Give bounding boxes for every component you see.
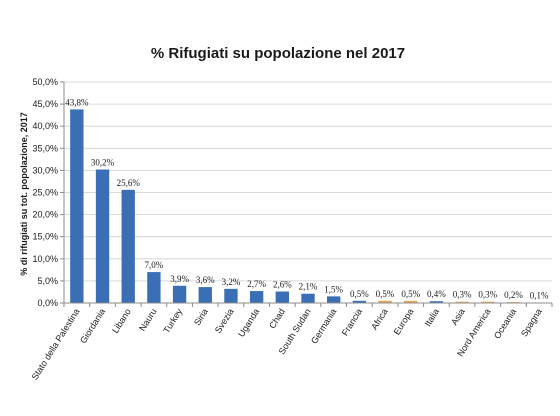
x-tick-label: Chad xyxy=(267,307,287,331)
data-label: 0,4% xyxy=(427,289,446,299)
y-tick-label: 40,0% xyxy=(32,121,58,131)
x-tick-label: Oceania xyxy=(492,307,518,341)
data-label: 0,5% xyxy=(350,289,369,299)
bar xyxy=(70,109,84,304)
axes xyxy=(60,81,553,307)
chart-title: % Rifugiati su popolazione nel 2017 xyxy=(151,45,405,62)
bar xyxy=(172,285,187,303)
x-tick-label: Siria xyxy=(192,307,210,328)
data-label: 7,0% xyxy=(145,260,164,270)
bar xyxy=(404,300,418,303)
data-label: 0,5% xyxy=(376,289,395,299)
data-label: 0,3% xyxy=(453,290,472,300)
y-tick-label: 20,0% xyxy=(32,210,58,220)
gridlines xyxy=(64,81,552,282)
y-tick-label: 25,0% xyxy=(32,188,58,198)
data-label: 3,6% xyxy=(196,275,215,285)
bar xyxy=(249,291,264,303)
bar xyxy=(327,296,341,303)
y-tick-label: 0,0% xyxy=(37,298,58,308)
data-label: 3,9% xyxy=(170,274,189,284)
y-tick-label: 50,0% xyxy=(32,77,58,87)
x-tick-label: Stato della Palestina xyxy=(30,307,82,382)
y-tick-label: 30,0% xyxy=(32,165,58,175)
x-tick-label: Francia xyxy=(340,307,364,338)
bar xyxy=(378,300,392,303)
data-label: 25,6% xyxy=(117,178,141,188)
x-tick-label: Uganda xyxy=(236,307,261,339)
data-label: 3,2% xyxy=(222,277,241,287)
x-tick-label: Nauru xyxy=(137,307,158,333)
bar xyxy=(95,169,110,303)
x-tick-label: Europa xyxy=(392,307,416,337)
data-label: 2,7% xyxy=(247,279,266,289)
y-axis-label: % di rifugiati su tot. popolazione, 2017 xyxy=(19,112,29,276)
data-label: 0,1% xyxy=(530,291,549,301)
data-labels: 43,8% 30,2%25,6% 7,0% 3,9% 3,6% 3,2% 2,7% 2,6% 2… xyxy=(65,97,549,300)
x-tick-label: Spagna xyxy=(519,307,544,339)
bar xyxy=(429,301,444,303)
x-tick-label: Italia xyxy=(423,307,442,328)
y-tick-label: 45,0% xyxy=(32,99,58,109)
data-label: 0,5% xyxy=(401,289,420,299)
bar xyxy=(301,293,315,303)
bar xyxy=(198,287,212,303)
bar xyxy=(481,301,495,303)
bar xyxy=(275,291,289,303)
data-label: 30,2% xyxy=(91,158,115,168)
y-tick-label: 10,0% xyxy=(32,254,58,264)
y-tick-label: 15,0% xyxy=(32,232,58,242)
bar xyxy=(455,301,469,303)
data-label: 2,6% xyxy=(273,280,292,290)
x-tick-label: Turkey xyxy=(161,306,184,335)
bar xyxy=(224,288,238,303)
data-label: 2,1% xyxy=(299,282,318,292)
x-tick-label: Germania xyxy=(309,307,338,346)
x-tick-label: Svezia xyxy=(213,307,236,335)
bar xyxy=(121,189,135,303)
x-tick-label: Africa xyxy=(369,307,390,332)
data-label: 0,2% xyxy=(504,290,523,300)
data-label: 1,5% xyxy=(324,284,343,294)
x-tick-label: Asia xyxy=(449,307,467,327)
bar xyxy=(352,300,367,303)
x-tick-label: Libano xyxy=(110,307,133,335)
y-tick-label: 5,0% xyxy=(37,276,58,286)
data-label: 43,8% xyxy=(65,97,89,107)
y-tick-label: 35,0% xyxy=(32,143,58,153)
data-label: 0,3% xyxy=(478,290,497,300)
bars xyxy=(70,109,546,304)
x-tick-label: Giordania xyxy=(78,307,107,345)
y-tick-labels: 0,0% 5,0% 10,0% 15,0% 20,0% 25,0% 30,0% 35,0% 40… xyxy=(32,77,58,308)
bar xyxy=(147,272,161,303)
